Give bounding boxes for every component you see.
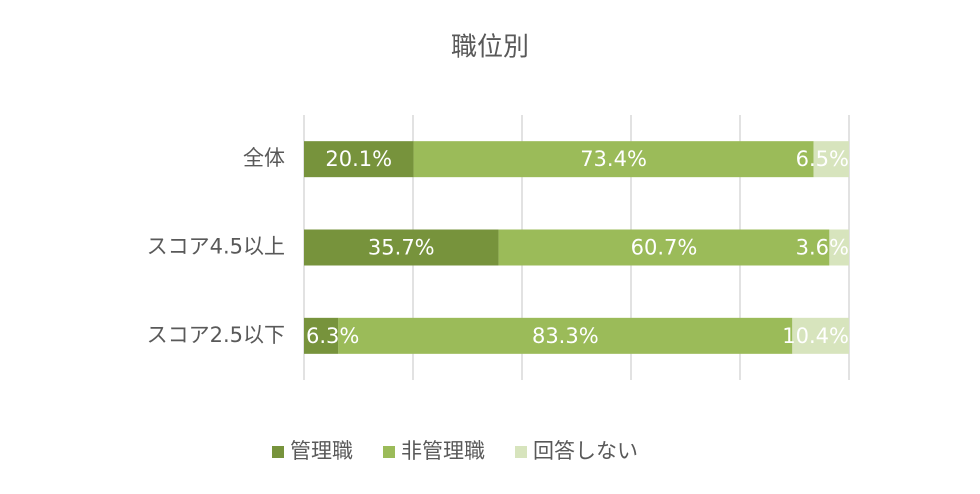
bar-segment [792,317,849,354]
bar-segment [338,317,793,354]
chart-title: 職位別 [451,33,529,63]
data-label: 60.7% [631,236,698,260]
bar-segment [413,141,814,178]
y-tick-label: 全体 [243,146,285,170]
data-label: 6.5% [796,147,849,171]
legend-swatch [272,446,284,458]
data-label: 73.4% [580,147,647,171]
data-label: 35.7% [368,236,435,260]
bar-segment [304,317,339,354]
data-label: 10.4% [782,324,849,348]
bar-segment [829,229,849,266]
bar-segment [304,141,414,178]
bar-segment [498,229,830,266]
legend-swatch [515,446,527,458]
data-label: 3.6% [796,236,849,260]
y-tick-label: スコア4.5以上 [147,235,285,259]
legend-swatch [383,446,395,458]
bar-segment [813,141,849,178]
data-label: 6.3% [306,324,359,348]
legend-label: 非管理職 [401,439,485,463]
y-tick-label: スコア2.5以下 [147,323,285,347]
data-label: 20.1% [325,147,392,171]
legend-label: 回答しない [533,439,638,463]
legend-label: 管理職 [290,439,353,463]
data-label: 83.3% [532,324,599,348]
bar-segment [304,229,499,266]
